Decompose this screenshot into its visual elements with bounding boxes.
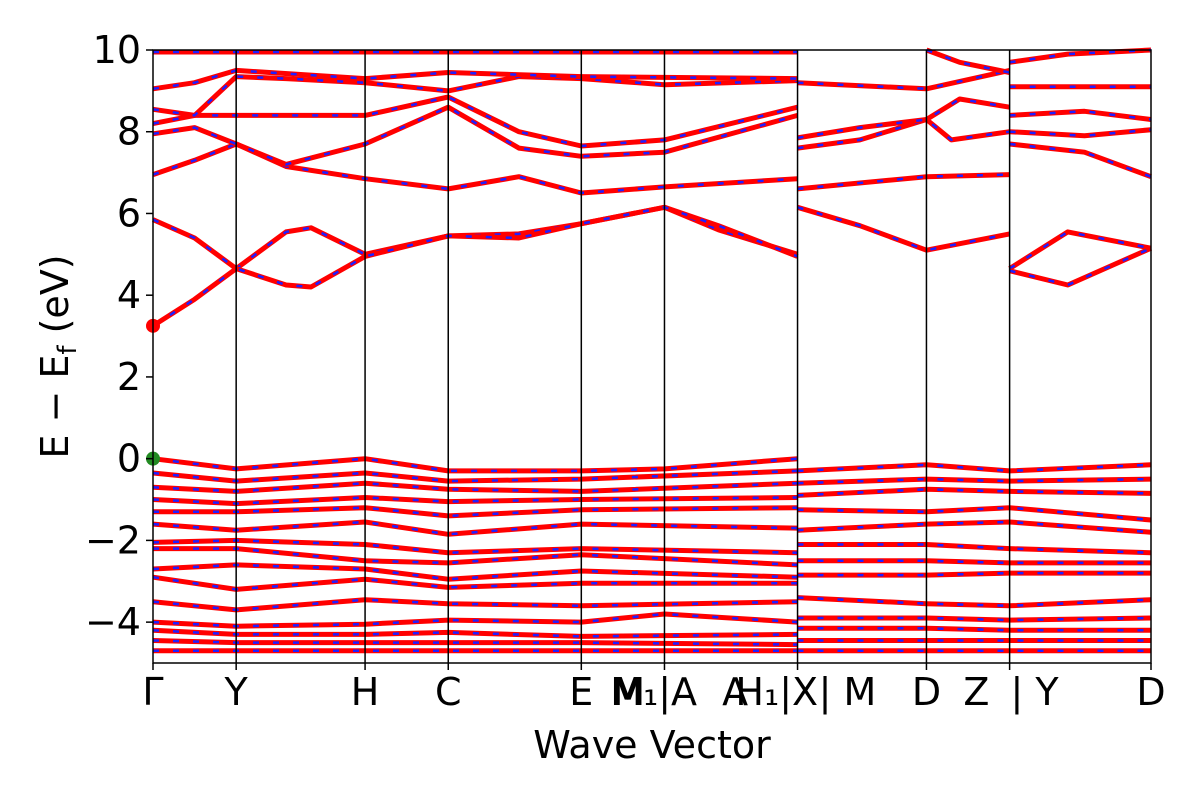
band-line-30 <box>152 574 798 592</box>
band-line-dash-29 <box>152 563 798 581</box>
band-line-dash-2 <box>152 142 798 195</box>
band-line-13 <box>925 47 1011 75</box>
band-line-dash-23 <box>152 481 798 493</box>
x-tick-label-6: M₁|A <box>610 670 697 715</box>
band-line-dash-31 <box>152 598 798 612</box>
y-tick-label-5: 6 <box>117 191 141 235</box>
x-tick-label-11: Z <box>963 670 989 714</box>
band-line-dash-37 <box>797 477 1152 485</box>
band-line-16 <box>1009 141 1152 180</box>
band-line-dash-33 <box>152 629 798 638</box>
band-line-dash-10 <box>797 118 1010 150</box>
band-line-dash-24 <box>152 496 798 505</box>
band-line-dash-39 <box>797 506 1152 522</box>
x-tick-label-12: | Y <box>1011 670 1060 715</box>
x-tick-label-0: Γ <box>142 670 163 714</box>
band-line-dash-46 <box>797 627 1151 632</box>
x-tick-label-7: A <box>722 670 748 714</box>
y-tick-label-6: 8 <box>117 110 141 154</box>
band-line-dash-9 <box>797 173 1010 191</box>
band-line-dash-22 <box>152 469 798 483</box>
band-line-dash-6 <box>152 69 798 91</box>
x-tick-label-3: C <box>435 670 462 714</box>
band-line-dash-3 <box>152 105 798 166</box>
band-line-dash-14 <box>1008 230 1152 270</box>
band-line-0 <box>151 204 799 328</box>
band-line-dash-18 <box>1009 110 1152 121</box>
y-axis-label: E − Ef (eV) <box>33 254 83 458</box>
band-line-dash-44 <box>797 596 1152 608</box>
x-tick-label-5: M <box>612 670 645 714</box>
y-tick-label-2: 0 <box>117 437 141 481</box>
band-line-dash-42 <box>797 559 1151 565</box>
bands-layer <box>151 47 1153 654</box>
plot-frame <box>152 49 1152 664</box>
band-line-5 <box>152 74 798 118</box>
band-line-8 <box>796 204 1011 253</box>
band-line-dash-8 <box>797 206 1010 252</box>
y-axis-label-main: E − E <box>33 355 77 459</box>
band-line-dash-11 <box>797 97 1010 140</box>
y-axis-label-sub: f <box>53 345 83 355</box>
y-axis-label-unit: (eV) <box>33 254 77 345</box>
band-line-40 <box>797 519 1152 535</box>
band-line-14 <box>1008 229 1152 271</box>
band-line-dash-12 <box>797 69 1010 91</box>
x-tick-label-13: D <box>1136 670 1165 714</box>
y-tick-label-0: −4 <box>85 600 141 644</box>
band-line-39 <box>797 505 1152 523</box>
x-tick-label-1: Y <box>224 670 249 714</box>
band-line-12 <box>797 67 1011 92</box>
x-tick-label-10: D <box>912 670 941 714</box>
band-line-dash-15 <box>1009 247 1152 287</box>
band-line-9 <box>797 172 1010 192</box>
y-tick-label-3: 2 <box>117 355 141 399</box>
band-line-dash-27 <box>152 539 798 554</box>
band-line-dash-41 <box>797 543 1152 554</box>
band-line-11 <box>797 96 1011 141</box>
band-line-26 <box>152 519 798 537</box>
band-line-dash-40 <box>797 520 1152 534</box>
band-line-1 <box>151 204 799 290</box>
band-line-dash-28 <box>153 547 798 567</box>
y-tick-label-4: 4 <box>117 273 141 317</box>
x-tick-label-8: H₁|X <box>735 670 818 715</box>
band-line-dash-38 <box>797 488 1152 497</box>
band-line-dash-17 <box>1009 128 1152 138</box>
x-tick-label-4: E <box>569 670 593 714</box>
band-line-20 <box>1009 47 1152 65</box>
band-line-dash-25 <box>153 506 798 518</box>
band-line-dash-4 <box>152 95 798 148</box>
y-tick-label-7: 10 <box>93 28 141 72</box>
band-line-dash-16 <box>1009 142 1152 178</box>
band-line-dash-34 <box>152 639 798 646</box>
x-tick-label-2: H <box>351 670 380 714</box>
y-tick-label-1: −2 <box>85 518 141 562</box>
x-axis-label: Wave Vector <box>533 723 771 767</box>
band-line-21 <box>152 456 798 474</box>
band-line-dash-43 <box>797 571 1151 577</box>
y-ticks-layer: −4 −2 0 2 4 6 8 10 <box>85 28 153 644</box>
x-tick-label-9: | M <box>819 670 877 715</box>
kpoint-lines-layer <box>235 50 1011 663</box>
band-line-dash-45 <box>797 616 1152 622</box>
band-line-dash-36 <box>797 463 1152 473</box>
